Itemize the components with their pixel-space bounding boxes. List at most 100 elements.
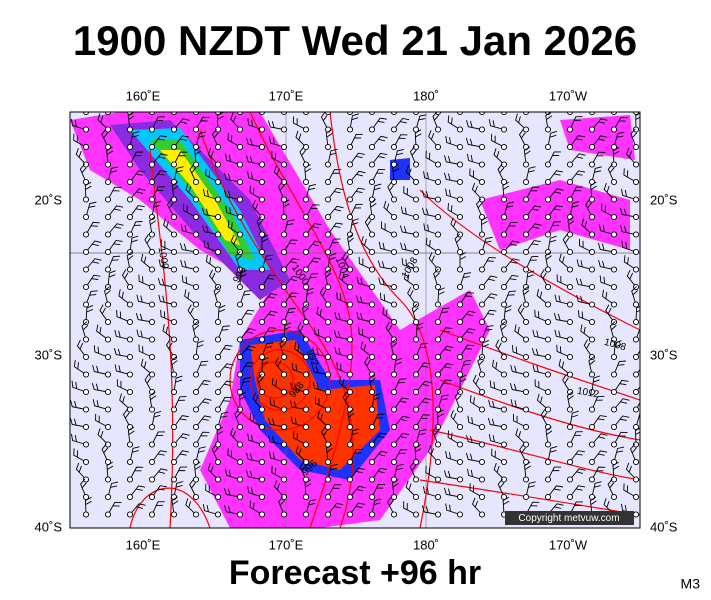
station	[148, 231, 156, 238]
station	[192, 266, 200, 273]
wind-barb	[445, 503, 461, 515]
station	[566, 353, 574, 361]
station	[82, 458, 90, 466]
wind-barb	[591, 375, 601, 393]
wind-barb	[623, 255, 637, 270]
station	[148, 196, 156, 203]
wind-barb	[444, 155, 461, 165]
station	[500, 336, 508, 343]
wind-barb	[459, 272, 472, 288]
station	[82, 283, 90, 291]
wind-barb	[75, 147, 87, 165]
station	[346, 178, 354, 186]
station	[544, 126, 552, 133]
lon-label: 170˚W	[549, 88, 588, 103]
wind-barb	[151, 501, 165, 515]
wind-barb	[432, 426, 439, 445]
wind-barb	[569, 410, 579, 428]
wind-barb	[116, 379, 131, 393]
wind-barb	[635, 363, 640, 375]
station	[170, 248, 178, 256]
wind-barb	[289, 400, 307, 410]
station	[412, 353, 420, 361]
station	[588, 353, 596, 361]
wind-barb	[509, 382, 527, 393]
wind-barb	[613, 360, 626, 375]
station	[368, 476, 376, 483]
station	[214, 318, 222, 326]
station	[192, 126, 200, 133]
station	[192, 371, 200, 378]
station	[588, 126, 596, 133]
station	[324, 476, 332, 483]
wind-barb	[481, 293, 498, 305]
wind-barb	[488, 400, 505, 410]
wind-barb	[283, 239, 298, 253]
wind-barb	[597, 242, 615, 253]
lat-label: 40˚S	[35, 519, 63, 534]
wind-barb	[327, 253, 337, 270]
station	[126, 126, 134, 133]
station	[324, 423, 332, 431]
station	[346, 458, 354, 466]
wind-barb	[85, 240, 102, 253]
station	[390, 266, 398, 273]
station	[192, 406, 200, 413]
station	[544, 476, 552, 483]
wind-barb	[216, 112, 224, 130]
station	[368, 248, 376, 256]
wind-barb	[162, 324, 175, 340]
wind-barb	[425, 150, 439, 165]
wind-barb	[547, 485, 564, 498]
station	[478, 318, 486, 326]
wind-barb	[225, 153, 241, 165]
station	[434, 213, 442, 221]
wind-barb	[534, 379, 549, 393]
station	[170, 266, 178, 273]
wind-barb	[70, 400, 87, 410]
station	[170, 318, 178, 326]
station	[192, 423, 200, 431]
wind-barb	[409, 461, 417, 480]
station	[390, 493, 398, 501]
wind-barb	[293, 116, 307, 130]
wind-barb	[249, 412, 263, 428]
station	[390, 231, 398, 238]
wind-barb	[207, 463, 219, 480]
station	[236, 283, 244, 291]
wind-barb	[151, 135, 167, 148]
wind-barb	[447, 203, 461, 218]
wind-barb	[371, 467, 388, 480]
station	[170, 441, 178, 448]
wind-barb	[151, 170, 168, 183]
wind-barb	[246, 137, 263, 148]
wind-barb	[580, 324, 593, 340]
wind-barb	[591, 481, 602, 498]
station	[214, 196, 222, 203]
wind-barb	[173, 415, 189, 428]
wind-barb	[433, 268, 440, 288]
wind-barb	[602, 289, 615, 305]
wind-barb	[607, 163, 615, 183]
station	[368, 283, 376, 291]
wind-barb	[342, 251, 351, 270]
station	[104, 301, 112, 308]
wind-barb	[471, 182, 483, 200]
station	[214, 441, 222, 448]
station	[368, 196, 376, 203]
wind-barb	[239, 328, 256, 340]
station	[236, 353, 244, 361]
wind-barb	[347, 408, 355, 428]
wind-barb	[581, 218, 593, 235]
station	[236, 388, 244, 396]
station	[236, 336, 244, 343]
wind-barb	[85, 221, 100, 235]
wind-barb	[234, 408, 242, 428]
wind-barb	[305, 240, 322, 253]
wind-barb	[273, 480, 285, 498]
wind-barb	[356, 276, 373, 288]
wind-barb	[305, 273, 319, 288]
station	[522, 371, 530, 378]
wind-barb	[447, 115, 461, 130]
station	[214, 266, 222, 273]
